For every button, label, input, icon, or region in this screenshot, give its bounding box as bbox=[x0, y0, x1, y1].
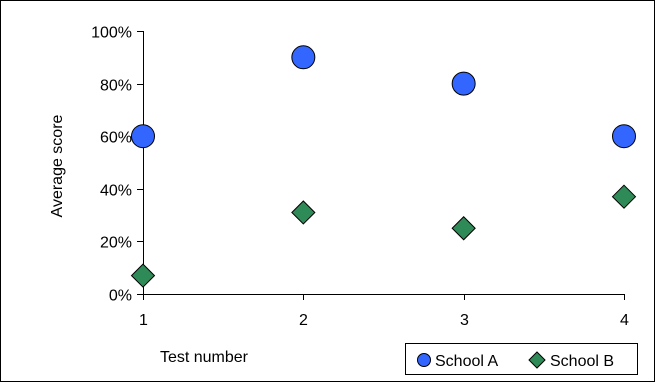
data-point-school-b bbox=[130, 263, 156, 288]
data-point-school-b bbox=[611, 184, 637, 209]
y-tick-labels: 0% 20% 40% 60% 80% 100% bbox=[91, 25, 132, 305]
x-axis-label: Test number bbox=[160, 349, 249, 366]
data-point-school-a bbox=[451, 71, 476, 96]
legend-label-school-a: School A bbox=[435, 353, 498, 370]
y-tick-label: 60% bbox=[100, 130, 132, 147]
legend-marker-school-a bbox=[417, 353, 431, 367]
x-tick-labels: 1 2 3 4 bbox=[139, 312, 629, 329]
data-point-school-a bbox=[291, 45, 316, 70]
x-tick-label: 3 bbox=[460, 312, 469, 329]
y-tick-label: 20% bbox=[100, 235, 132, 252]
y-tick-label: 80% bbox=[100, 78, 132, 95]
y-tick-label: 100% bbox=[91, 25, 132, 42]
x-tick-label: 1 bbox=[139, 312, 148, 329]
data-point-school-a bbox=[131, 124, 155, 149]
data-point-school-a bbox=[612, 124, 636, 149]
data-markers bbox=[130, 45, 637, 288]
legend: School A School B bbox=[405, 343, 638, 375]
x-tick-label: 4 bbox=[620, 312, 629, 329]
y-axis-label: Average score bbox=[49, 114, 66, 217]
y-tick-label: 40% bbox=[100, 183, 132, 200]
x-tick-label: 2 bbox=[299, 312, 308, 329]
legend-box bbox=[405, 343, 638, 375]
legend-label-school-b: School B bbox=[550, 353, 614, 370]
data-point-school-b bbox=[451, 216, 476, 241]
legend-marker-school-b bbox=[528, 351, 546, 369]
data-point-school-b bbox=[291, 200, 316, 225]
y-tick-label: 0% bbox=[109, 288, 132, 305]
